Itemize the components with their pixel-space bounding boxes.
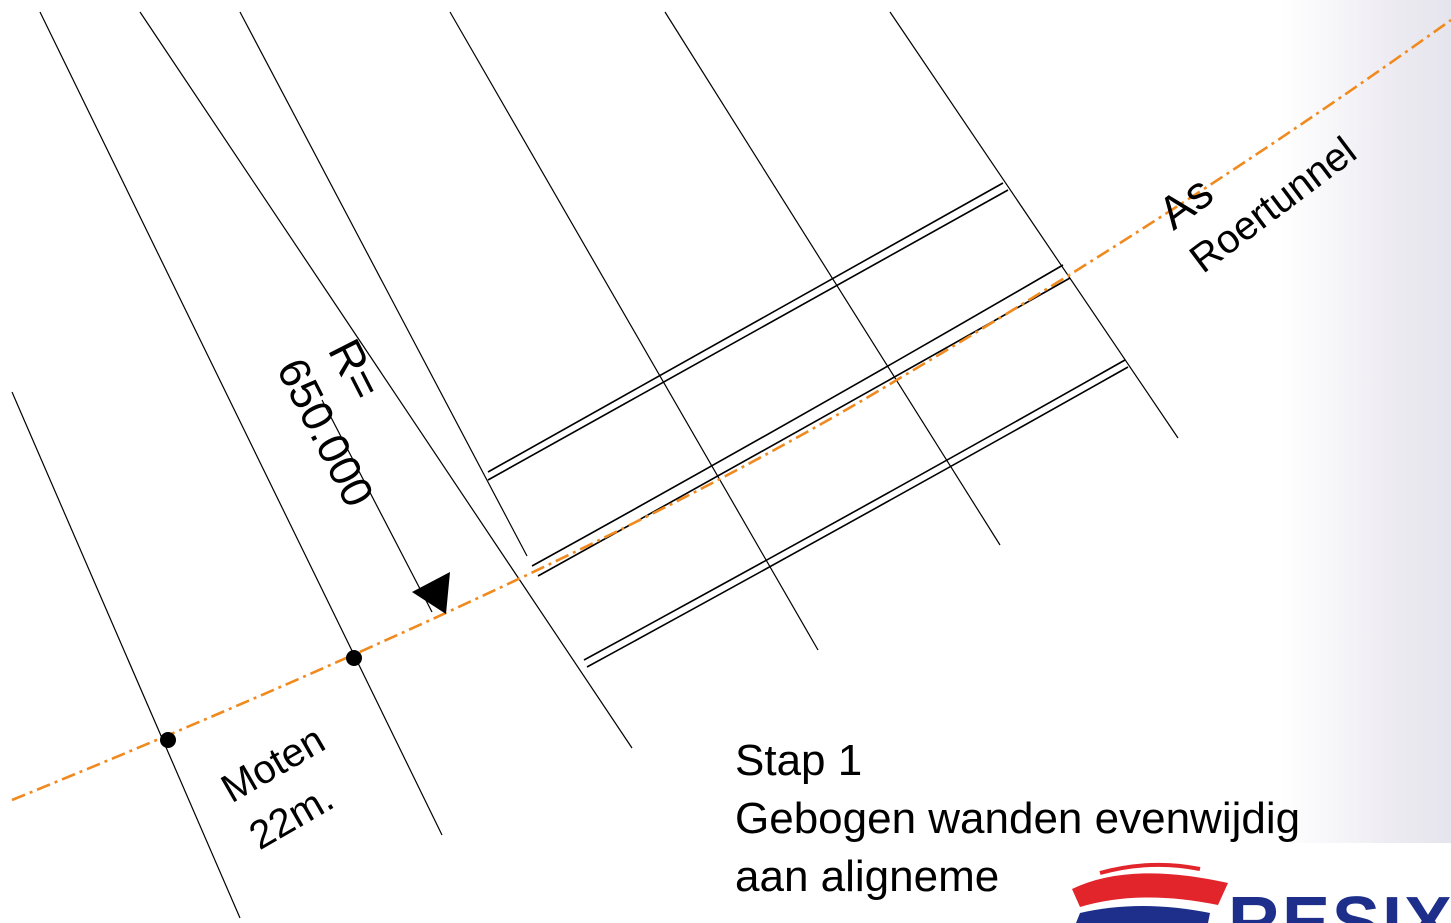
segment-lines (11, 11, 1179, 919)
segment-line (139, 11, 633, 749)
logo-swoosh-icon (1072, 862, 1228, 923)
lower-wall (583, 359, 1126, 661)
logo-wordmark: RESIX (1228, 883, 1451, 923)
caption-line-3: aan aligneme (735, 852, 1000, 901)
caption-line-2: Gebogen wanden evenwijdig (735, 794, 1301, 843)
center-wall (531, 264, 1064, 567)
upper-wall (487, 182, 1004, 473)
company-logo: RESIX (1040, 843, 1451, 923)
segment-line (449, 11, 819, 651)
tunnel-walls (487, 182, 1129, 668)
tunnel-axis-line (11, 18, 1451, 802)
caption-line-1: Stap 1 (735, 736, 863, 785)
step-caption: Stap 1 Gebogen wanden evenwijdig aan ali… (735, 732, 1300, 906)
joint-marker (160, 732, 176, 748)
radius-arrow-icon (412, 572, 450, 614)
joint-marker (346, 650, 362, 666)
lower-wall (586, 366, 1129, 668)
slide-background-fade (1280, 0, 1451, 923)
radius-leader-line (321, 399, 433, 613)
segment-line (889, 11, 1179, 439)
upper-wall (487, 189, 1009, 481)
segment-line (39, 11, 443, 836)
segment-line (11, 391, 241, 919)
segment-line (239, 11, 528, 557)
